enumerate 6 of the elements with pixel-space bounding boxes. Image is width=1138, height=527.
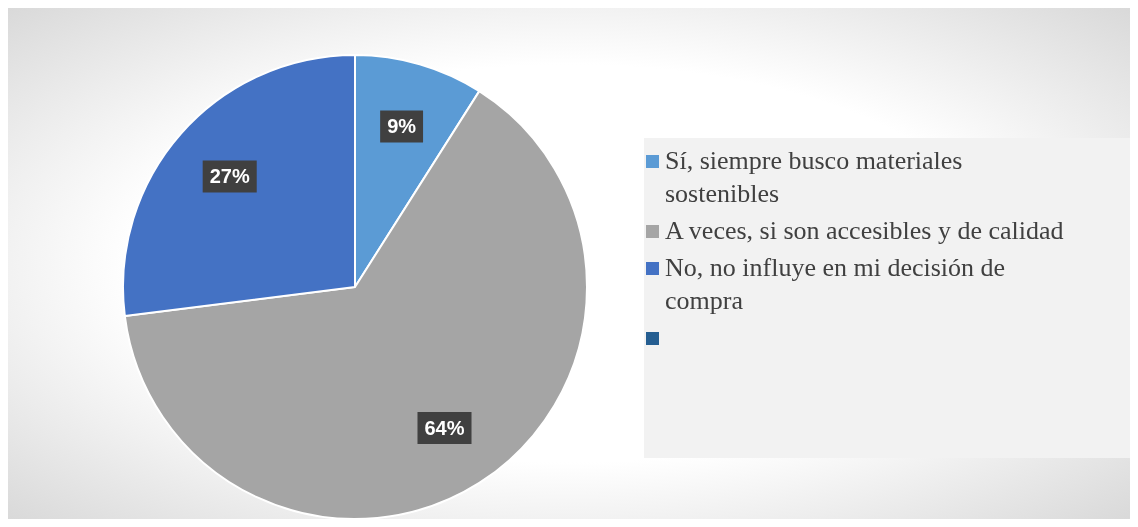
legend-label: A veces, si son accesibles y de calidad	[665, 215, 1065, 247]
data-label: 27%	[209, 165, 250, 188]
data-label: 64%	[424, 416, 465, 439]
legend-label: Sí, siempre busco materiales sostenibles	[665, 145, 964, 210]
data-label: 9%	[387, 115, 417, 138]
legend-label: No, no influye en mi decisión de compra	[665, 252, 1007, 317]
